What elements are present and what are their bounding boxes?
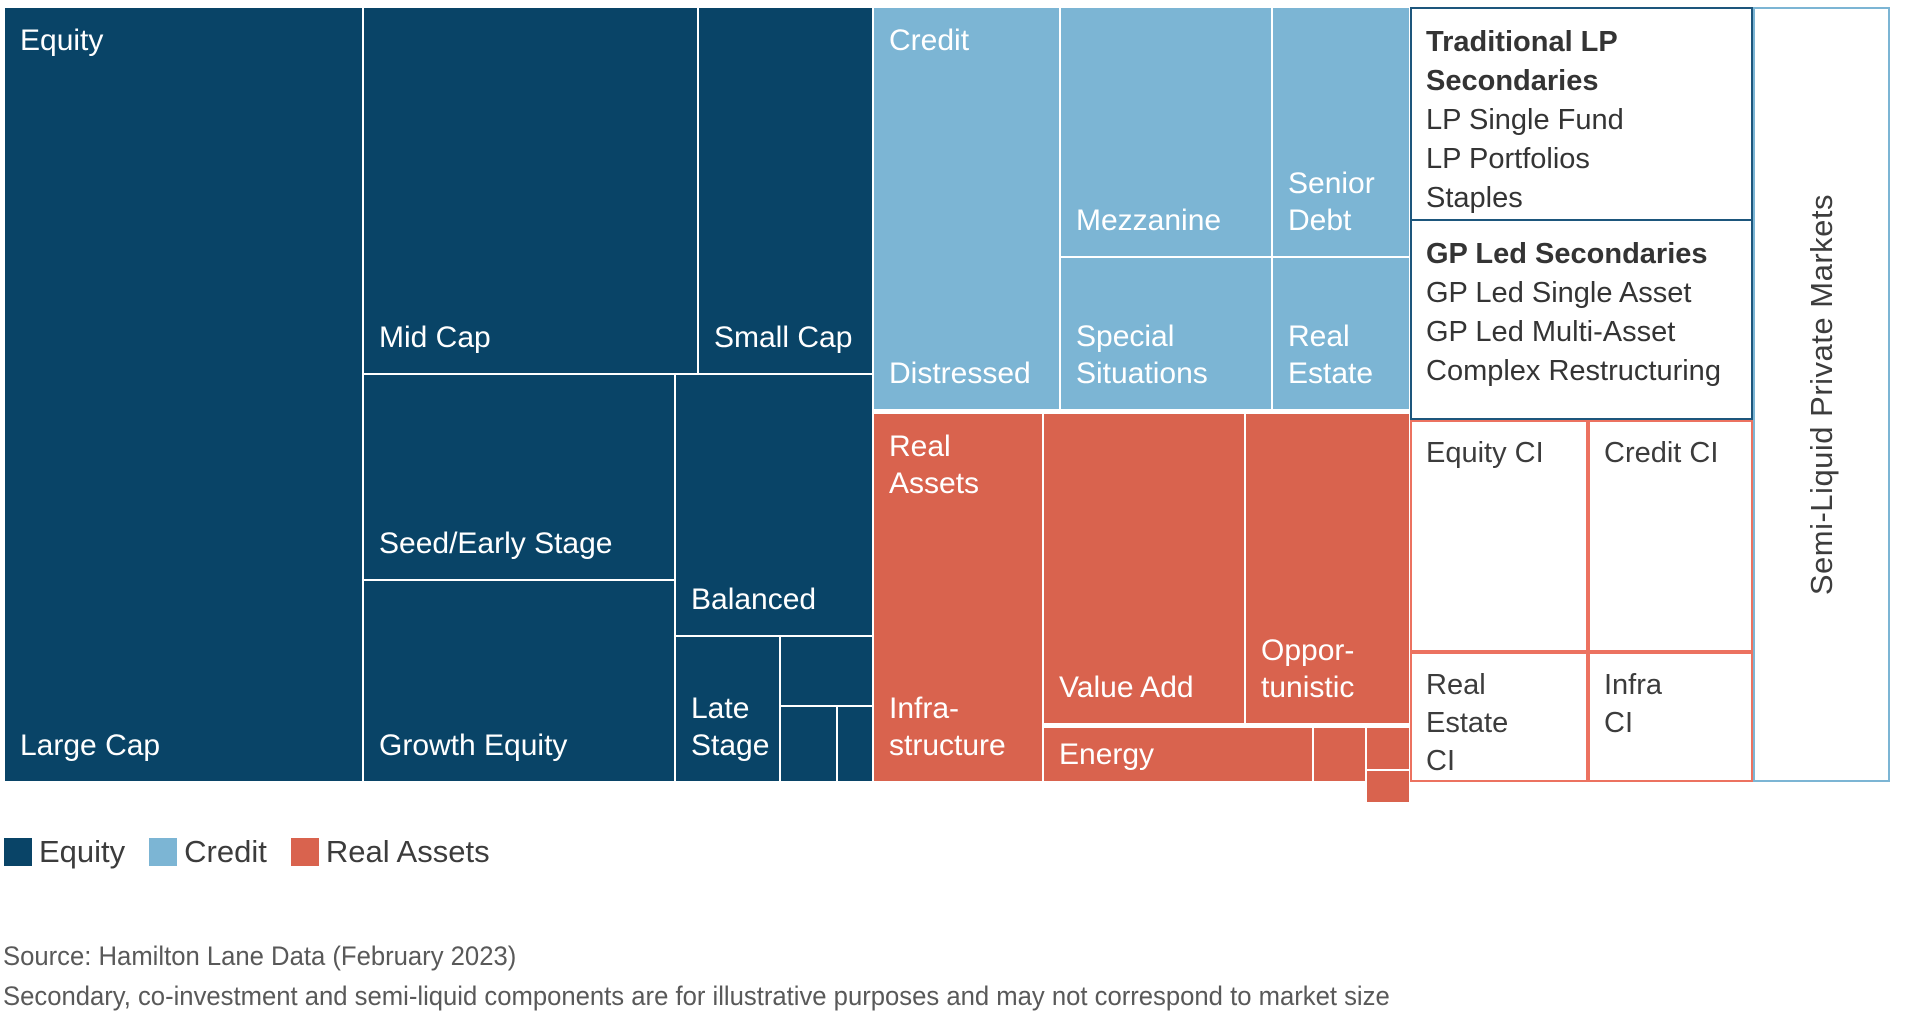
legend-label-real-assets: Real Assets	[325, 834, 490, 869]
real-estate-ci-label: Real Estate CI	[1426, 669, 1509, 777]
treemap-cell-real-assets-unlabeled-3	[1366, 770, 1410, 803]
semi-liquid-strip: Semi-Liquid Private Markets	[1753, 7, 1890, 782]
cell-label-seed-early-stage: Seed/Early Stage	[379, 527, 613, 560]
treemap-cell-growth-equity: Growth Equity	[363, 580, 675, 782]
cell-label-value-add: Value Add	[1059, 671, 1194, 704]
traditional-lp-secondaries-title: Traditional LP Secondaries	[1426, 26, 1618, 97]
credit-ci-label: Credit CI	[1604, 437, 1719, 469]
treemap-cell-infrastructure: Real Assets Infra- structure	[873, 413, 1043, 782]
gp-led-item-single-asset: GP Led Single Asset	[1426, 277, 1692, 309]
treemap-cell-late-stage: Late Stage	[675, 636, 780, 782]
treemap-cell-seed-early-stage: Seed/Early Stage	[363, 374, 675, 580]
credit-ci-box: Credit CI	[1588, 420, 1753, 652]
legend: Equity Credit Real Assets	[4, 834, 514, 870]
cell-label-distressed: Distressed	[889, 357, 1031, 390]
legend-label-equity: Equity	[39, 834, 126, 869]
cell-label-special-situations: Special Situations	[1076, 320, 1208, 390]
cell-label-credit-real-estate: Real Estate	[1288, 320, 1374, 390]
legend-swatch-credit	[149, 838, 178, 866]
infra-ci-label: Infra CI	[1604, 669, 1663, 739]
treemap-cell-energy: Energy	[1043, 727, 1313, 782]
treemap-cell-large-cap: Equity Large Cap	[4, 7, 363, 782]
cell-label-opportunistic: Oppor- tunistic	[1261, 634, 1355, 704]
footnotes: Source: Hamilton Lane Data (February 202…	[3, 936, 1390, 1016]
cell-label-growth-equity: Growth Equity	[379, 729, 568, 762]
traditional-lp-item-staples: Staples	[1426, 182, 1523, 214]
semi-liquid-label: Semi-Liquid Private Markets	[1803, 193, 1839, 596]
legend-item-equity: Equity	[4, 834, 125, 870]
cell-label-large-cap: Large Cap	[20, 729, 161, 762]
legend-label-credit: Credit	[184, 834, 267, 869]
treemap-cell-value-add: Value Add	[1043, 413, 1245, 724]
cell-label-senior-debt: Senior Debt	[1288, 167, 1375, 237]
gp-led-item-multi-asset: GP Led Multi-Asset	[1426, 316, 1676, 348]
real-estate-ci-box: Real Estate CI	[1410, 652, 1588, 782]
treemap-cell-credit-real-estate: Real Estate	[1272, 257, 1410, 410]
cell-label-mid-cap: Mid Cap	[379, 321, 491, 354]
cell-label-energy: Energy	[1059, 738, 1155, 771]
section-label-equity: Equity	[20, 24, 104, 57]
cell-label-late-stage: Late Stage	[691, 692, 770, 762]
traditional-lp-item-single-fund: LP Single Fund	[1426, 104, 1624, 136]
treemap-cell-balanced: Balanced	[675, 374, 873, 636]
treemap-cell-mezzanine: Mezzanine	[1060, 7, 1272, 257]
treemap-cell-equity-unlabeled-3	[837, 706, 873, 782]
treemap-cell-opportunistic: Oppor- tunistic	[1245, 413, 1410, 724]
legend-swatch-equity	[4, 838, 32, 866]
section-label-credit: Credit	[889, 24, 970, 57]
gp-led-secondaries-title: GP Led Secondaries	[1426, 238, 1708, 270]
cell-label-mezzanine: Mezzanine	[1076, 204, 1222, 237]
cell-label-infrastructure: Infra- structure	[889, 692, 1006, 762]
treemap-cell-special-situations: Special Situations	[1060, 257, 1272, 410]
section-label-real-assets: Real Assets	[889, 430, 980, 500]
disclaimer-note: Secondary, co-investment and semi-liquid…	[3, 981, 1390, 1011]
cell-label-balanced: Balanced	[691, 583, 817, 616]
legend-swatch-real-assets	[290, 838, 319, 866]
equity-ci-box: Equity CI	[1410, 420, 1588, 652]
cell-label-small-cap: Small Cap	[714, 321, 853, 354]
legend-item-real-assets: Real Assets	[290, 834, 490, 870]
treemap-cell-equity-unlabeled-1	[780, 636, 873, 706]
treemap-cell-equity-unlabeled-2	[780, 706, 837, 782]
gp-led-item-complex-restructuring: Complex Restructuring	[1426, 355, 1721, 387]
treemap-cell-small-cap: Small Cap	[698, 7, 873, 374]
legend-item-credit: Credit	[149, 834, 267, 870]
traditional-lp-item-portfolios: LP Portfolios	[1426, 143, 1590, 175]
treemap-cell-mid-cap: Mid Cap	[363, 7, 698, 374]
infra-ci-box: Infra CI	[1588, 652, 1753, 782]
treemap-cell-real-assets-unlabeled-1	[1313, 727, 1366, 782]
treemap-cell-distressed: Credit Distressed	[873, 7, 1060, 410]
treemap-cell-real-assets-unlabeled-2	[1366, 727, 1410, 770]
equity-ci-label: Equity CI	[1426, 437, 1544, 469]
gp-led-secondaries-box: GP Led Secondaries GP Led Single Asset G…	[1410, 219, 1753, 420]
source-note: Source: Hamilton Lane Data (February 202…	[3, 941, 517, 971]
treemap-cell-senior-debt: Senior Debt	[1272, 7, 1410, 257]
traditional-lp-secondaries-box: Traditional LP Secondaries LP Single Fun…	[1410, 7, 1753, 221]
